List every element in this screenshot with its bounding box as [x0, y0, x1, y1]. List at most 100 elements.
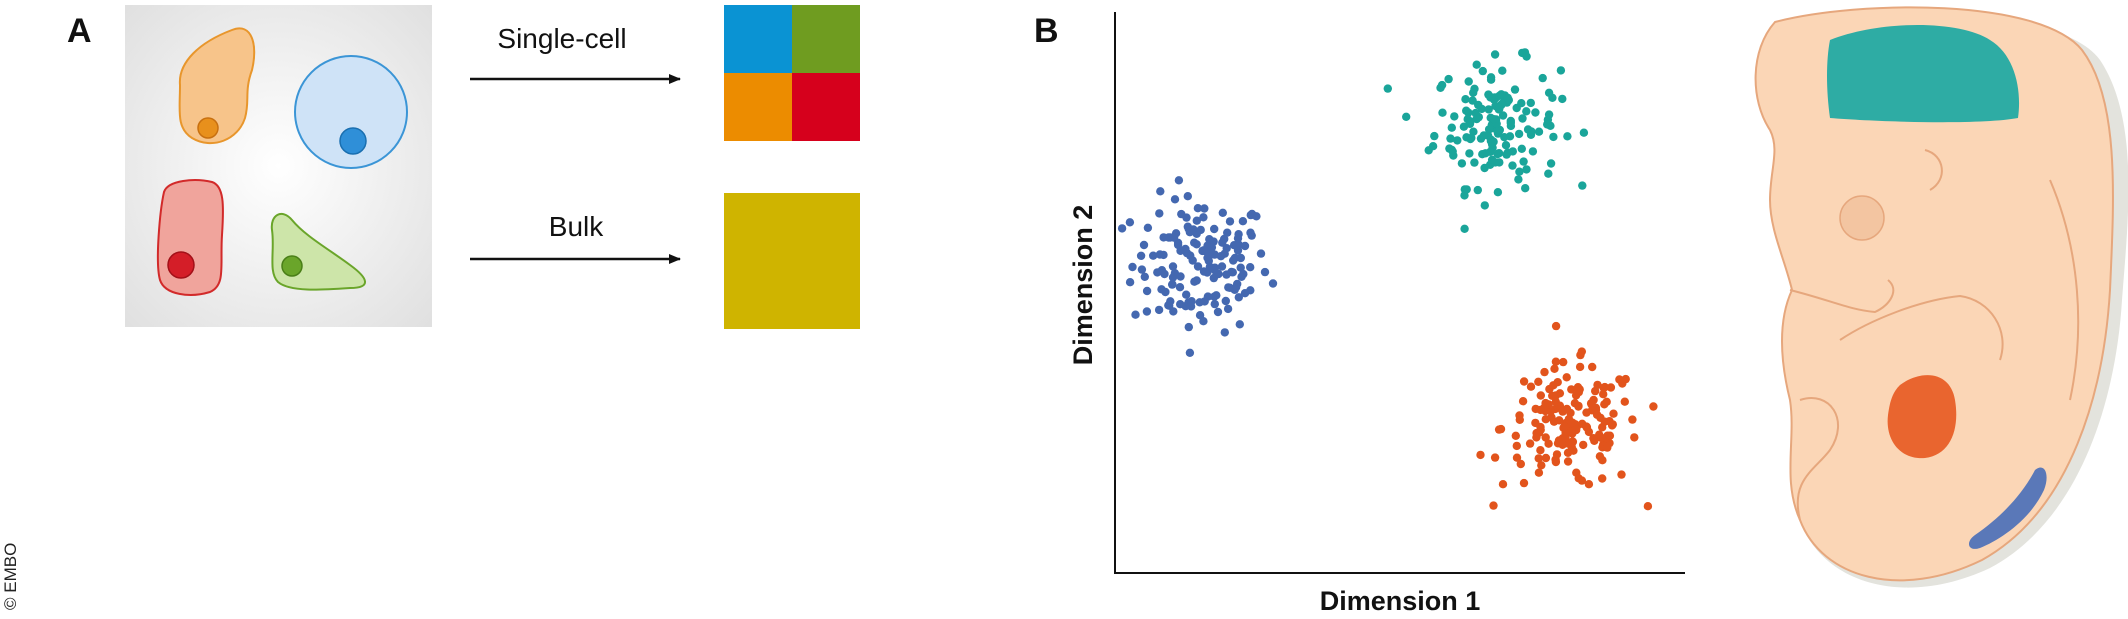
- scatter-point-teal-cluster: [1526, 98, 1536, 108]
- scatter-point-orange-cluster: [1563, 457, 1573, 466]
- scatter-point-blue-cluster: [1177, 209, 1186, 219]
- scatter-point-orange-cluster: [1649, 402, 1658, 411]
- scatter-point-orange-cluster: [1584, 427, 1594, 437]
- scatter-point-teal-cluster: [1556, 66, 1566, 75]
- scatter-point-teal-cluster: [1521, 184, 1530, 193]
- scatter-point-teal-cluster: [1447, 123, 1457, 132]
- scatter-point-teal-cluster: [1446, 134, 1455, 143]
- scatter-point-blue-cluster: [1247, 210, 1257, 219]
- scatter-point-blue-cluster: [1142, 286, 1152, 296]
- scatter-point-orange-cluster: [1558, 440, 1567, 449]
- scatter-point-orange-cluster: [1564, 414, 1574, 424]
- scatter-point-teal-cluster: [1546, 159, 1556, 168]
- copyright-text: © EMBO: [1, 543, 20, 610]
- scatter-point-orange-cluster: [1600, 400, 1609, 409]
- scatter-point-blue-cluster: [1238, 217, 1248, 226]
- scatter-point-teal-cluster: [1469, 127, 1478, 136]
- scatter-point-teal-cluster: [1515, 167, 1524, 176]
- scatter-point-teal-cluster: [1486, 75, 1496, 84]
- scatter-point-teal-cluster: [1493, 188, 1503, 197]
- scatter-point-teal-cluster: [1506, 116, 1516, 126]
- scatter-point-orange-cluster: [1546, 407, 1555, 416]
- scatter-point-orange-cluster: [1620, 397, 1630, 406]
- scatter-point-teal-cluster: [1508, 147, 1518, 156]
- scatter-point-teal-cluster: [1473, 185, 1483, 195]
- scatter-point-teal-cluster: [1495, 125, 1505, 135]
- scatter-point-blue-cluster: [1160, 269, 1169, 279]
- scatter-point-orange-cluster: [1551, 321, 1561, 331]
- scatter-point-orange-cluster: [1536, 446, 1545, 455]
- scatter-point-orange-cluster: [1562, 404, 1572, 414]
- scatter-point-blue-cluster: [1230, 253, 1240, 263]
- scatter-point-teal-cluster: [1428, 142, 1438, 151]
- embryo-back-contour: [2049, 179, 2080, 401]
- scatter-point-blue-cluster: [1235, 320, 1245, 329]
- scatter-point-orange-cluster: [1630, 433, 1639, 442]
- scatter-point-teal-cluster: [1498, 66, 1507, 75]
- scatter-point-blue-cluster: [1189, 225, 1198, 234]
- scatter-point-orange-cluster: [1516, 459, 1526, 469]
- blue-cell: [294, 55, 408, 169]
- scatter-point-teal-cluster: [1522, 107, 1531, 116]
- scatter-point-orange-cluster: [1600, 417, 1610, 426]
- scatter-point-teal-cluster: [1531, 108, 1540, 117]
- scatter-point-teal-cluster: [1517, 144, 1527, 153]
- scatter-point-orange-cluster: [1584, 480, 1594, 489]
- scatter-point-blue-cluster: [1184, 322, 1194, 332]
- scatter-point-teal-cluster: [1498, 111, 1508, 120]
- red-cell: [156, 179, 224, 296]
- green-cell-nucleus: [281, 255, 303, 277]
- red-cell-nucleus: [167, 251, 195, 279]
- scatter-point-orange-cluster: [1578, 419, 1587, 428]
- scatter-point-blue-cluster: [1200, 297, 1209, 306]
- scatter-point-orange-cluster: [1551, 397, 1561, 407]
- scatter-point-orange-cluster: [1573, 383, 1583, 392]
- embryo-body: [1754, 6, 2114, 582]
- scatter-point-orange-cluster: [1555, 389, 1565, 398]
- scatter-point-teal-cluster: [1478, 66, 1488, 76]
- scatter-point-blue-cluster: [1201, 247, 1210, 256]
- scatter-point-blue-cluster: [1187, 297, 1196, 306]
- scatter-point-orange-cluster: [1541, 453, 1551, 463]
- scatter-point-teal-cluster: [1480, 201, 1490, 210]
- scatter-point-orange-cluster: [1541, 398, 1550, 408]
- scatter-point-blue-cluster: [1131, 310, 1140, 319]
- scatter-point-blue-cluster: [1165, 301, 1174, 310]
- scatter-point-blue-cluster: [1199, 317, 1208, 326]
- scatter-point-teal-cluster: [1486, 147, 1495, 156]
- scatter-point-teal-cluster: [1495, 104, 1504, 114]
- scatter-point-blue-cluster: [1174, 176, 1184, 185]
- scatter-point-orange-cluster: [1588, 362, 1597, 372]
- scatter-point-teal-cluster: [1503, 93, 1513, 103]
- scatter-point-teal-cluster: [1490, 50, 1500, 59]
- scatter-point-teal-cluster: [1478, 150, 1487, 159]
- scatter-point-orange-cluster: [1560, 422, 1569, 431]
- scatter-point-blue-cluster: [1142, 307, 1152, 316]
- scatter-point-orange-cluster: [1587, 400, 1596, 409]
- scatter-point-teal-cluster: [1470, 158, 1479, 167]
- scatter-point-blue-cluster: [1155, 250, 1165, 259]
- scatter-point-teal-cluster: [1493, 149, 1502, 159]
- scatter-point-teal-cluster: [1519, 157, 1528, 166]
- scatter-point-orange-cluster: [1559, 357, 1568, 367]
- scatter-point-blue-cluster: [1192, 276, 1201, 285]
- bulk-profile-square: [724, 193, 860, 329]
- scatter-point-orange-cluster: [1534, 468, 1544, 477]
- single-cell-square-orange: [724, 73, 792, 141]
- scatter-point-teal-cluster: [1514, 175, 1523, 184]
- scatter-point-teal-cluster: [1457, 159, 1467, 168]
- scatter-point-blue-cluster: [1220, 234, 1229, 244]
- scatter-point-teal-cluster: [1544, 169, 1553, 178]
- scatter-point-orange-cluster: [1541, 415, 1551, 424]
- scatter-point-orange-cluster: [1536, 391, 1546, 400]
- single-cell-label: Single-cell: [497, 23, 626, 54]
- scatter-point-orange-cluster: [1551, 457, 1561, 467]
- scatter-point-teal-cluster: [1462, 185, 1471, 194]
- scatter-point-orange-cluster: [1605, 431, 1615, 440]
- scatter-point-blue-cluster: [1233, 279, 1242, 289]
- scatter-point-blue-cluster: [1233, 234, 1243, 243]
- scatter-point-blue-cluster: [1210, 299, 1220, 309]
- scatter-point-teal-cluster: [1500, 133, 1509, 142]
- scatter-point-orange-cluster: [1567, 442, 1576, 452]
- scatter-point-blue-cluster: [1220, 328, 1230, 337]
